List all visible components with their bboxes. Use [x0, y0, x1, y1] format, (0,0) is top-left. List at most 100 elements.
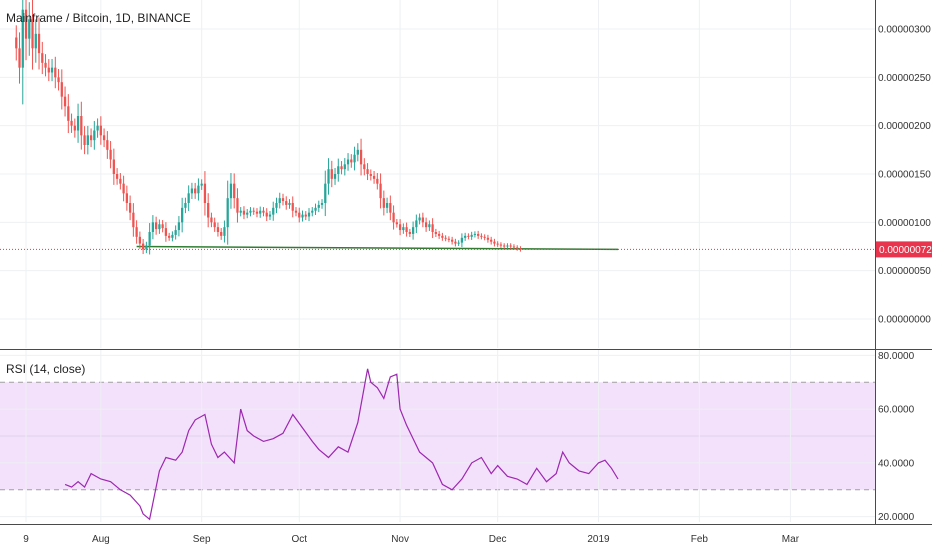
candle-body	[194, 188, 197, 194]
x-tick-label: Mar	[782, 534, 800, 545]
candle-body	[424, 222, 428, 228]
candle-body	[278, 198, 281, 203]
candle-body	[408, 232, 411, 234]
candle-body	[220, 232, 223, 236]
candle-body	[450, 239, 454, 242]
candle-body	[275, 203, 278, 208]
candle-body	[138, 236, 142, 244]
candle-body	[148, 232, 151, 246]
candle-body	[246, 212, 249, 215]
candle-body	[460, 237, 464, 243]
candle-body	[467, 235, 470, 237]
x-tick-label: Feb	[691, 534, 709, 545]
candle-body	[203, 183, 207, 203]
candle-body	[41, 53, 44, 63]
candle-body	[372, 175, 376, 179]
candle-body	[333, 174, 337, 179]
candle-body	[76, 116, 80, 131]
candle-body	[164, 228, 168, 236]
candle-body	[242, 210, 246, 215]
candle-body	[483, 236, 486, 238]
candle-body	[60, 82, 63, 97]
candle-body	[236, 198, 239, 213]
price-tick-label: 0.00000300	[878, 25, 931, 36]
candle-body	[93, 130, 96, 141]
candle-body	[99, 125, 102, 136]
price-grid	[0, 28, 875, 320]
candle-body	[376, 178, 379, 184]
candle-body	[174, 230, 177, 235]
x-tick-label: 9	[23, 534, 29, 545]
price-axis-ticks: 0.00000300 0.00000250 0.00000200 0.00000150…	[878, 25, 931, 326]
candle-body	[402, 227, 405, 231]
candle-body	[268, 214, 272, 217]
candle-body	[353, 154, 356, 163]
candle-body	[96, 125, 99, 131]
candle-body	[431, 224, 434, 232]
x-tick-label: 2019	[587, 534, 610, 545]
rsi-axis-ticks: 80.0000 60.0000 40.0000 20.0000	[878, 351, 915, 523]
candle-body	[145, 245, 148, 250]
price-tick-label: 0.00000100	[878, 218, 931, 229]
candle-body	[385, 203, 389, 208]
candle-body	[340, 166, 343, 170]
candle-body	[262, 210, 265, 213]
price-tick-label: 0.00000200	[878, 121, 931, 132]
candle-body	[294, 210, 298, 213]
candle-body	[86, 135, 89, 145]
x-tick-label: Nov	[391, 534, 409, 545]
candle-body	[57, 77, 60, 83]
rsi-line	[64, 368, 619, 521]
candle-body	[356, 149, 359, 155]
rsi-grid	[0, 354, 875, 518]
candle-body	[184, 203, 187, 208]
candle-body	[50, 67, 54, 73]
candle-body	[177, 222, 181, 231]
candle-body	[454, 241, 457, 244]
candle-body	[350, 159, 353, 163]
candle-body	[477, 233, 480, 236]
candle-body	[317, 204, 320, 208]
last-price-badge-bg	[876, 241, 932, 258]
candle-body	[216, 227, 220, 232]
candle-body	[470, 234, 473, 237]
candle-body	[112, 159, 115, 174]
candle-body	[47, 67, 50, 73]
candle-body	[125, 193, 128, 203]
candle-body	[291, 203, 294, 211]
candle-body	[70, 120, 73, 126]
candle-body	[109, 149, 112, 160]
candle-body	[259, 210, 262, 214]
candle-body	[457, 242, 460, 244]
candle-body	[359, 149, 363, 165]
candle-body	[171, 234, 174, 238]
candle-body	[304, 214, 307, 217]
candle-body	[21, 9, 24, 68]
candle-body	[519, 248, 522, 250]
candle-body	[80, 116, 83, 136]
candle-body	[301, 214, 304, 218]
candle-body	[363, 164, 366, 170]
candle-body	[197, 185, 200, 194]
candle-body	[405, 227, 408, 232]
candle-body	[447, 238, 451, 240]
candle-body	[154, 222, 158, 230]
candle-body	[314, 207, 317, 211]
candle-body	[89, 135, 93, 141]
candle-body	[229, 183, 233, 199]
price-tick-label: 0.00000150	[878, 170, 931, 181]
candle-body	[415, 220, 418, 228]
candle-body	[343, 164, 346, 170]
candle-body	[161, 224, 164, 229]
price-tick-label: 0.00000050	[878, 266, 931, 277]
candle-body	[307, 212, 311, 217]
candle-body	[434, 232, 438, 234]
candle-body	[285, 201, 288, 205]
candle-body	[73, 125, 76, 131]
candle-body	[337, 166, 340, 174]
candle-body	[418, 217, 421, 221]
candle-body	[499, 244, 503, 246]
candle-body	[382, 198, 385, 208]
candle-body	[190, 188, 194, 194]
